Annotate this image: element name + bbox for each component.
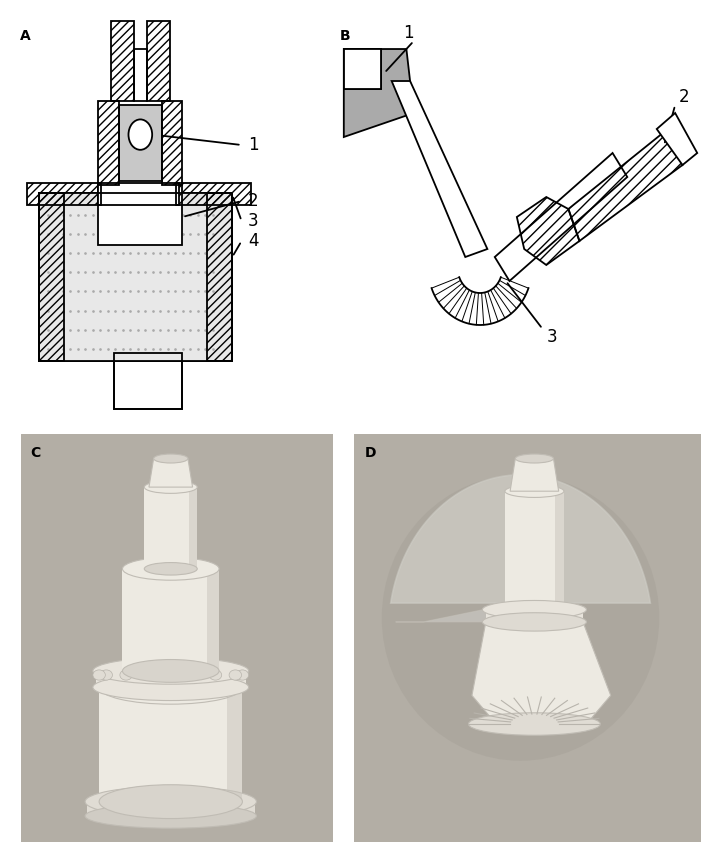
- Ellipse shape: [482, 601, 586, 619]
- Ellipse shape: [154, 454, 188, 463]
- Text: D: D: [365, 446, 376, 460]
- Bar: [147, 21, 170, 101]
- Bar: [110, 21, 134, 101]
- Text: 3: 3: [547, 328, 557, 346]
- Circle shape: [128, 119, 152, 150]
- Bar: [99, 688, 242, 802]
- Text: C: C: [30, 446, 41, 460]
- Bar: [39, 193, 64, 361]
- Polygon shape: [344, 49, 381, 89]
- Ellipse shape: [181, 670, 193, 680]
- Polygon shape: [344, 49, 413, 137]
- Bar: [176, 183, 251, 205]
- Ellipse shape: [85, 803, 256, 828]
- Bar: [27, 183, 101, 205]
- Polygon shape: [472, 622, 611, 728]
- Bar: [176, 183, 251, 205]
- Ellipse shape: [469, 713, 600, 735]
- Polygon shape: [392, 81, 487, 257]
- Text: B: B: [340, 29, 350, 43]
- Polygon shape: [391, 475, 651, 603]
- Ellipse shape: [85, 786, 256, 817]
- Ellipse shape: [236, 670, 249, 680]
- Ellipse shape: [505, 485, 564, 498]
- Bar: [144, 487, 198, 568]
- Bar: [39, 193, 232, 361]
- Bar: [96, 671, 246, 688]
- Ellipse shape: [122, 660, 219, 683]
- Ellipse shape: [93, 674, 249, 700]
- Bar: [86, 800, 255, 816]
- Bar: [98, 101, 118, 185]
- Text: 3: 3: [248, 212, 258, 230]
- Polygon shape: [495, 153, 627, 281]
- Bar: [122, 568, 219, 671]
- Bar: [114, 353, 183, 409]
- Polygon shape: [227, 688, 242, 802]
- Ellipse shape: [144, 563, 198, 575]
- Polygon shape: [344, 49, 381, 89]
- Bar: [98, 183, 179, 205]
- Text: A: A: [21, 29, 31, 43]
- Polygon shape: [510, 459, 559, 491]
- Polygon shape: [149, 459, 193, 487]
- Bar: [162, 101, 183, 185]
- Ellipse shape: [99, 785, 242, 819]
- Ellipse shape: [93, 670, 105, 680]
- Bar: [98, 101, 118, 185]
- Bar: [110, 21, 134, 101]
- Ellipse shape: [515, 454, 554, 463]
- Ellipse shape: [120, 670, 132, 680]
- Text: 1: 1: [248, 136, 258, 154]
- Ellipse shape: [144, 481, 198, 494]
- Bar: [64, 193, 207, 361]
- Bar: [486, 606, 583, 622]
- Text: 2: 2: [679, 88, 690, 106]
- Bar: [162, 101, 183, 185]
- Bar: [505, 491, 564, 609]
- Ellipse shape: [100, 670, 113, 680]
- Ellipse shape: [505, 603, 564, 616]
- Polygon shape: [555, 491, 564, 609]
- Ellipse shape: [93, 658, 249, 684]
- Text: 1: 1: [403, 24, 413, 42]
- Bar: [39, 193, 232, 361]
- Bar: [134, 49, 147, 101]
- Ellipse shape: [209, 670, 222, 680]
- Ellipse shape: [382, 475, 659, 761]
- Text: 4: 4: [248, 232, 258, 250]
- Ellipse shape: [99, 671, 242, 704]
- Ellipse shape: [113, 800, 253, 820]
- Text: 2: 2: [248, 192, 258, 210]
- Bar: [98, 185, 183, 245]
- Bar: [114, 353, 183, 409]
- Ellipse shape: [229, 670, 241, 680]
- Polygon shape: [207, 568, 219, 671]
- Ellipse shape: [122, 557, 219, 580]
- Bar: [147, 21, 170, 101]
- Bar: [118, 105, 162, 181]
- Polygon shape: [396, 606, 503, 622]
- Bar: [207, 193, 232, 361]
- Bar: [27, 183, 101, 205]
- Polygon shape: [190, 487, 198, 568]
- Polygon shape: [657, 113, 697, 165]
- Ellipse shape: [482, 613, 586, 631]
- Bar: [207, 193, 232, 361]
- Ellipse shape: [149, 670, 161, 680]
- Bar: [39, 193, 64, 361]
